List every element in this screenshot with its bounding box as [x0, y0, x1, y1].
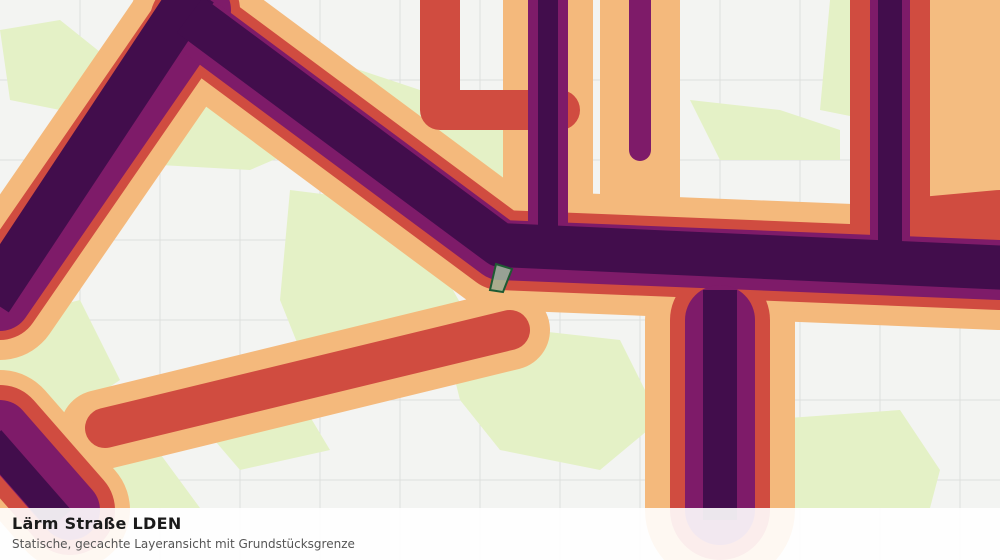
- zone-high: [420, 0, 580, 130]
- zone-low: [690, 100, 840, 160]
- map-subtitle: Statische, gecachte Layeransicht mit Gru…: [12, 537, 355, 551]
- zone-low: [760, 410, 940, 508]
- caption-bar: Lärm Straße LDEN Statische, gecachte Lay…: [0, 508, 1000, 560]
- road-core: [176, 0, 1000, 290]
- map-title: Lärm Straße LDEN: [12, 514, 182, 533]
- road-core: [0, 430, 72, 530]
- zone-high: [85, 310, 530, 448]
- noise-zone-max: [0, 0, 1000, 530]
- property-boundary: [488, 262, 514, 294]
- road-core: [0, 0, 214, 313]
